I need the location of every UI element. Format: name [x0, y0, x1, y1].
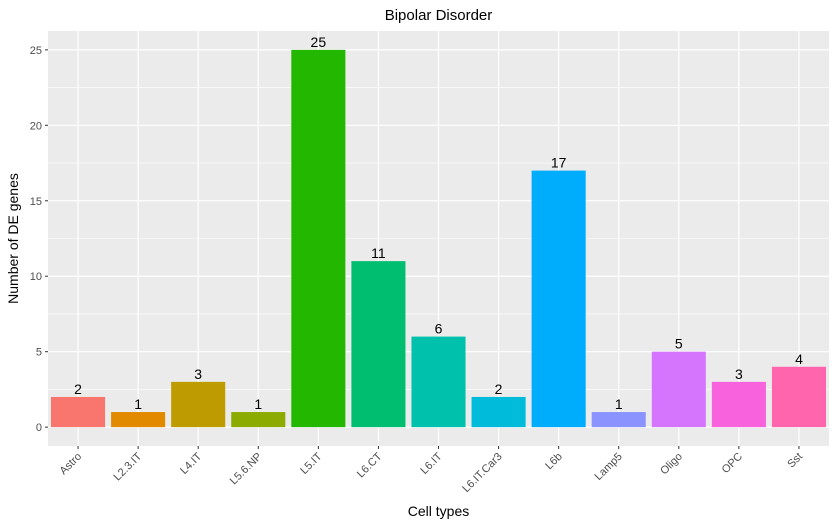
y-tick-label: 10 [30, 271, 42, 283]
bar-sst [771, 366, 826, 428]
data-label: 3 [194, 366, 202, 382]
data-label: 3 [735, 366, 743, 382]
data-label: 25 [311, 34, 327, 50]
bar-l4-it [171, 381, 226, 428]
bar-opc [711, 381, 766, 428]
bar-l2-3-it [111, 412, 166, 428]
bar-l6-it-car3 [471, 396, 526, 428]
y-tick-label: 0 [36, 422, 42, 434]
data-label: 1 [134, 396, 142, 412]
bar-astro [51, 396, 106, 428]
chart-title: Bipolar Disorder [385, 7, 493, 24]
bar-lamp5 [591, 412, 646, 428]
bar-l6-it [411, 336, 466, 428]
bar-l6b [531, 170, 586, 428]
bar-oligo [651, 351, 706, 428]
data-labels: 2 1 3 1 25 11 6 2 17 1 5 3 4 [74, 34, 803, 412]
bar-l6-ct [351, 261, 406, 428]
data-label: 5 [675, 336, 683, 352]
data-label: 1 [615, 396, 623, 412]
bar-series [51, 49, 826, 428]
y-axis-title: Number of DE genes [5, 173, 21, 304]
data-label: 2 [495, 381, 503, 397]
y-tick-label: 20 [30, 120, 42, 132]
y-tick-label: 5 [36, 347, 42, 359]
y-tick-label: 15 [30, 196, 42, 208]
data-label: 1 [254, 396, 262, 412]
y-tick-label: 25 [30, 45, 42, 57]
data-label: 17 [551, 155, 567, 171]
x-axis-title: Cell types [408, 503, 469, 519]
y-axis: 0 5 10 15 20 25 [30, 45, 48, 434]
bar-l5-6-np [231, 412, 286, 428]
bar-l5-it [291, 49, 346, 428]
data-label: 11 [371, 245, 386, 261]
data-label: 4 [795, 351, 803, 367]
data-label: 2 [74, 381, 82, 397]
data-label: 6 [435, 321, 443, 337]
